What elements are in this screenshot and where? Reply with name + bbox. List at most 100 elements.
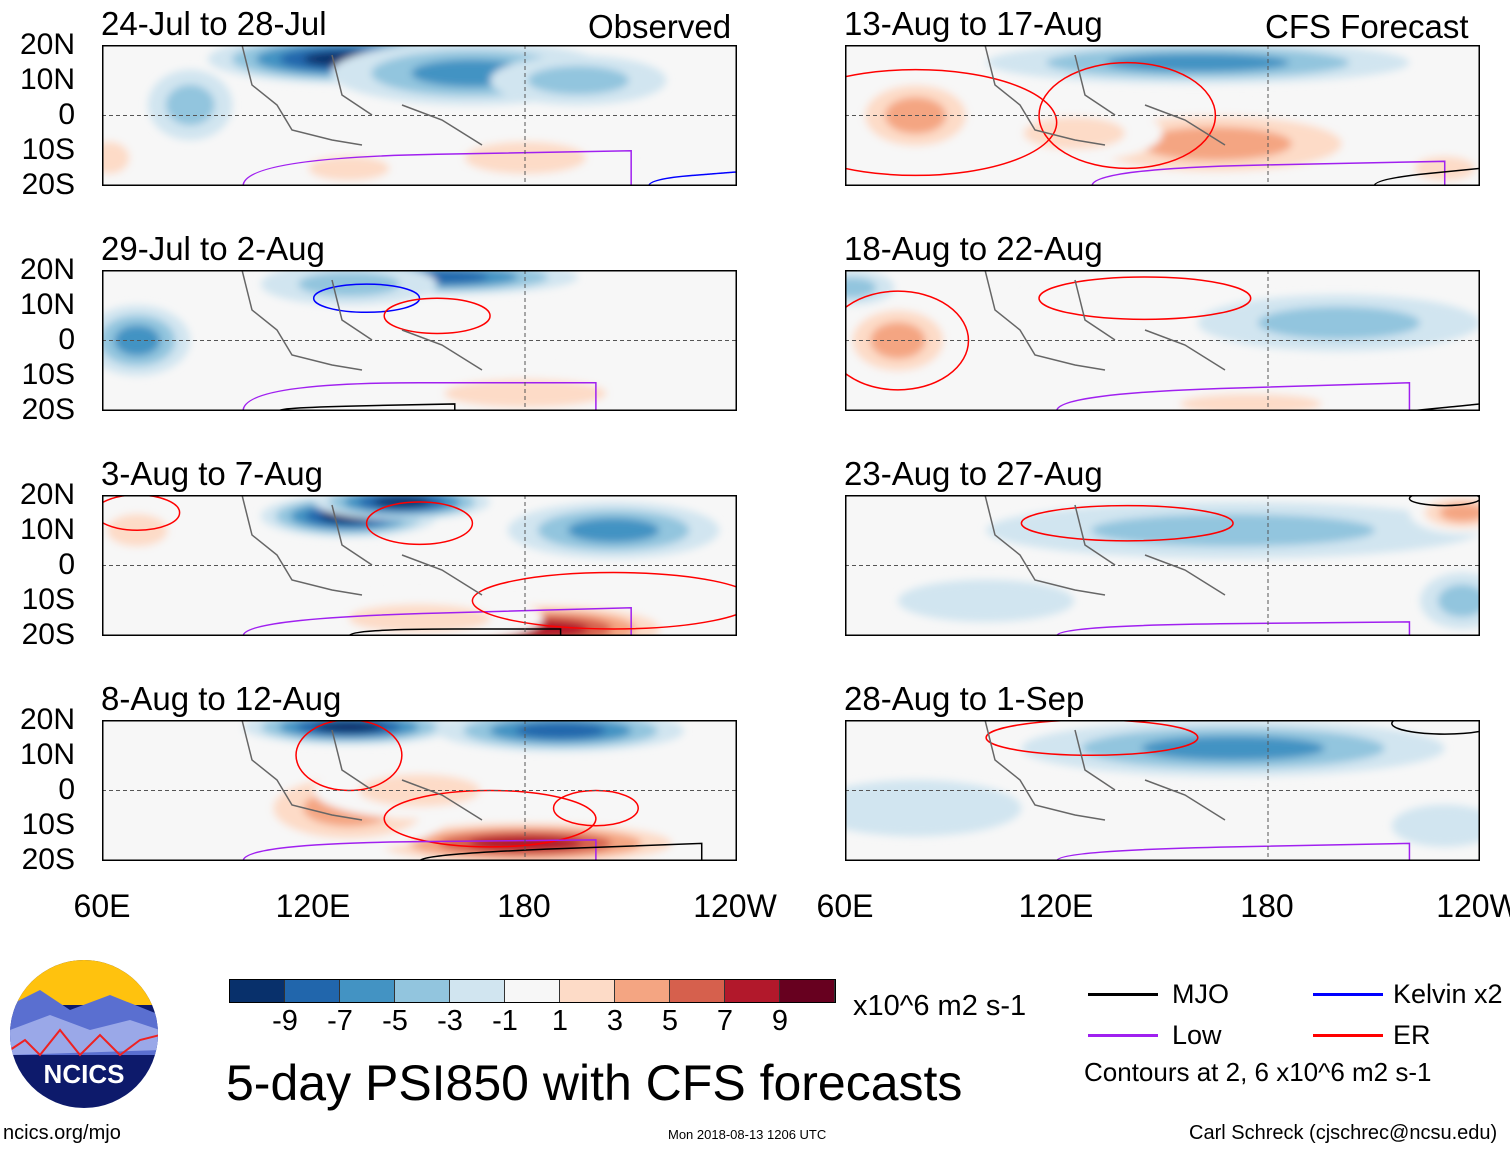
footer-author: Carl Schreck (cjschrec@ncsu.edu) (1189, 1122, 1498, 1144)
lat-label: 10S (21, 133, 75, 166)
er-line-icon (1313, 1034, 1383, 1037)
mjo-contour (1391, 720, 1480, 735)
anomaly-shading (1091, 514, 1376, 547)
colorbar-units: x10^6 m2 s-1 (853, 990, 1027, 1022)
anomaly-shading (1257, 306, 1421, 340)
lat-label: 0 (58, 773, 75, 806)
low-contour (242, 839, 597, 861)
colorbar-label: 3 (606, 1005, 624, 1037)
legend-er: ER (1393, 1020, 1431, 1050)
colorbar-label: -5 (382, 1005, 408, 1037)
map-panel (845, 495, 1480, 636)
colorbar-swatch (615, 980, 670, 1002)
er-contour (845, 68, 1058, 177)
map-panel (102, 45, 737, 186)
coastline (241, 45, 483, 146)
er-contour (365, 501, 474, 546)
colorbar-swatch (560, 980, 615, 1002)
colorbar-swatch (395, 980, 450, 1002)
colorbar-label: 7 (716, 1005, 734, 1037)
coastline (984, 720, 1226, 821)
panel-title: 3-Aug to 7-Aug (101, 455, 323, 492)
coastline (984, 495, 1226, 596)
lat-label: 10S (21, 583, 75, 616)
colorbar-swatch (285, 980, 340, 1002)
er-contour (471, 571, 737, 630)
legend-kelvin: Kelvin x2 (1393, 979, 1503, 1009)
colorbar (229, 979, 836, 1003)
lon-label: 120E (275, 888, 351, 924)
anomaly-shading (331, 301, 508, 337)
map-panel (102, 495, 737, 636)
lat-label: 10S (21, 808, 75, 841)
anomaly-shading (1179, 393, 1322, 411)
colorbar-swatch (780, 980, 835, 1002)
map-panel (102, 270, 737, 411)
lat-label: 10S (21, 358, 75, 391)
anomaly-shading (1138, 126, 1292, 161)
colorbar-swatch (725, 980, 780, 1002)
panel-title: 28-Aug to 1-Sep (844, 680, 1085, 717)
lat-label: 20S (21, 393, 75, 426)
er-contour (1038, 276, 1252, 321)
anomaly-shading (1106, 53, 1290, 72)
lat-label: 20N (19, 253, 75, 286)
mjo-line-icon (1088, 993, 1158, 996)
low-contour (1055, 382, 1411, 411)
anomaly-shading (444, 379, 607, 408)
low-contour (1055, 621, 1411, 636)
lon-label: 180 (497, 888, 551, 924)
er-contour (1038, 61, 1217, 170)
lat-label: 20S (21, 168, 75, 201)
anomaly-shading (515, 722, 606, 739)
anomaly-shading (1439, 503, 1480, 522)
colorbar-swatch (450, 980, 505, 1002)
lat-label: 10N (19, 288, 75, 321)
mjo-contour (418, 842, 703, 861)
lat-label: 20N (19, 28, 75, 61)
anomaly-shading (298, 271, 400, 297)
lat-label: 0 (58, 548, 75, 581)
coastline (241, 720, 483, 821)
lat-label: 20N (19, 478, 75, 511)
er-contour (1020, 504, 1234, 542)
kelvin-line-icon (1313, 993, 1383, 996)
anomaly-shading (567, 518, 660, 543)
mjo-contour (348, 628, 562, 636)
lon-label: 120E (1018, 888, 1094, 924)
figure-title: 5-day PSI850 with CFS forecasts (226, 1055, 963, 1111)
anomaly-shading (1391, 804, 1480, 847)
legend-mjo: MJO (1172, 979, 1229, 1009)
kelvin-contour (648, 171, 737, 186)
panel-title: 24-Jul to 28-Jul (101, 5, 327, 42)
colorbar-label: 9 (771, 1005, 789, 1037)
er-contour (845, 290, 970, 391)
panel-title: 23-Aug to 27-Aug (844, 455, 1103, 492)
low-contour (1091, 160, 1446, 186)
colorbar-label: 5 (661, 1005, 679, 1037)
panel-title: 13-Aug to 17-Aug (844, 5, 1103, 42)
coastline (241, 495, 483, 596)
map-panel (102, 720, 737, 861)
legend-low: Low (1172, 1020, 1222, 1050)
panel-title: 8-Aug to 12-Aug (101, 680, 342, 717)
anomaly-shading (845, 779, 1022, 837)
anomaly-shading (373, 496, 431, 508)
colorbar-swatch (340, 980, 395, 1002)
anomaly-shading (1023, 116, 1126, 150)
header-observed: Observed (588, 8, 732, 45)
lat-label: 20N (19, 703, 75, 736)
coastline (241, 270, 483, 371)
low-contour (242, 149, 632, 186)
contour-note: Contours at 2, 6 x10^6 m2 s-1 (1084, 1057, 1432, 1087)
kelvin-contour (312, 283, 421, 314)
lon-label: 180 (1240, 888, 1294, 924)
er-contour (383, 297, 491, 335)
footer-url[interactable]: ncics.org/mjo (3, 1122, 121, 1144)
lat-label: 0 (58, 98, 75, 131)
map-panel (845, 720, 1480, 861)
colorbar-label: -1 (492, 1005, 518, 1037)
anomaly-shading (1438, 584, 1480, 617)
lon-label: 60E (73, 888, 131, 924)
colorbar-swatch (505, 980, 560, 1002)
